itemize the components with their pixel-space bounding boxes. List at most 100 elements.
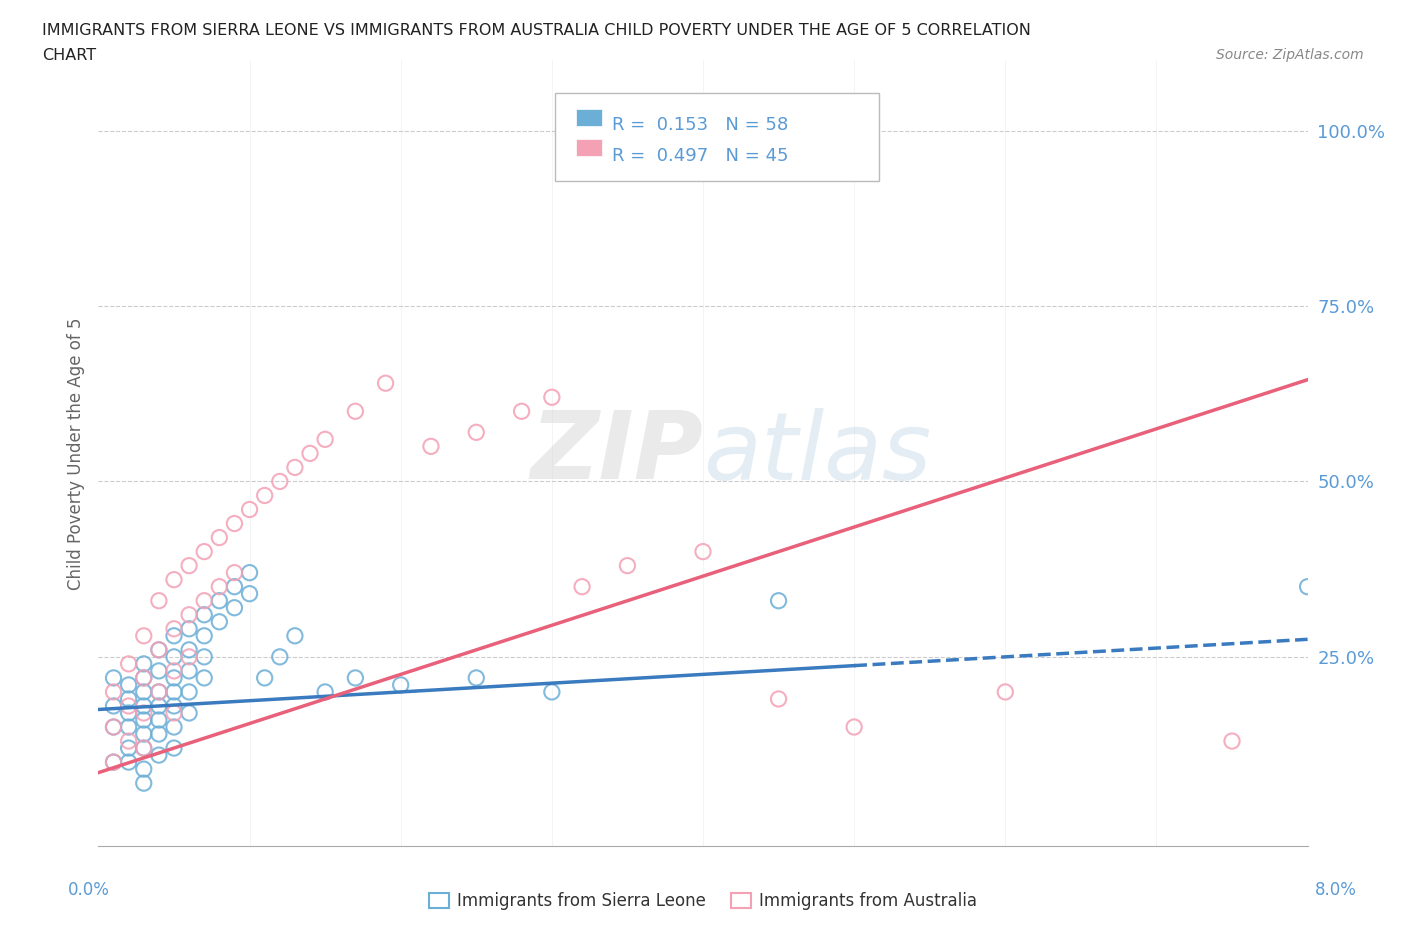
Point bbox=[224, 579, 246, 594]
Point bbox=[132, 762, 155, 777]
Point bbox=[374, 376, 396, 391]
Point bbox=[193, 629, 215, 644]
Point bbox=[179, 663, 201, 678]
Point bbox=[193, 593, 215, 608]
Point bbox=[284, 629, 307, 644]
Point bbox=[148, 684, 170, 699]
Point bbox=[692, 544, 714, 559]
Text: CHART: CHART bbox=[42, 48, 96, 63]
Point bbox=[148, 593, 170, 608]
Text: 0.0%: 0.0% bbox=[67, 881, 110, 898]
Point bbox=[239, 586, 262, 601]
Point bbox=[510, 404, 533, 418]
Text: IMMIGRANTS FROM SIERRA LEONE VS IMMIGRANTS FROM AUSTRALIA CHILD POVERTY UNDER TH: IMMIGRANTS FROM SIERRA LEONE VS IMMIGRAN… bbox=[42, 23, 1031, 38]
Point bbox=[253, 488, 276, 503]
Point bbox=[1296, 579, 1319, 594]
Point bbox=[208, 579, 231, 594]
Point bbox=[163, 671, 186, 685]
Point bbox=[148, 663, 170, 678]
Point bbox=[132, 712, 155, 727]
Point bbox=[132, 740, 155, 755]
Point bbox=[148, 643, 170, 658]
Point bbox=[103, 720, 125, 735]
Point bbox=[148, 698, 170, 713]
Point bbox=[224, 600, 246, 615]
Point bbox=[239, 565, 262, 580]
Point bbox=[844, 720, 866, 735]
Point bbox=[1220, 734, 1243, 749]
Point bbox=[148, 726, 170, 741]
Point bbox=[103, 720, 125, 735]
Point bbox=[768, 692, 790, 707]
Legend: Immigrants from Sierra Leone, Immigrants from Australia: Immigrants from Sierra Leone, Immigrants… bbox=[422, 885, 984, 917]
Point bbox=[103, 698, 125, 713]
Point bbox=[118, 734, 141, 749]
Text: ZIP: ZIP bbox=[530, 407, 703, 499]
Point bbox=[132, 671, 155, 685]
Point bbox=[284, 460, 307, 475]
Point bbox=[269, 474, 291, 489]
Point bbox=[118, 754, 141, 769]
Point bbox=[163, 706, 186, 721]
Point bbox=[465, 671, 488, 685]
Point bbox=[118, 692, 141, 707]
Point bbox=[132, 684, 155, 699]
Point bbox=[132, 657, 155, 671]
Point bbox=[132, 726, 155, 741]
Point bbox=[389, 677, 412, 692]
Point bbox=[465, 425, 488, 440]
Point bbox=[132, 698, 155, 713]
Point bbox=[163, 698, 186, 713]
Text: R =  0.497   N = 45: R = 0.497 N = 45 bbox=[612, 147, 789, 165]
Point bbox=[193, 671, 215, 685]
Point bbox=[540, 390, 562, 405]
Point bbox=[163, 740, 186, 755]
Point bbox=[314, 432, 336, 446]
Text: 8.0%: 8.0% bbox=[1315, 881, 1357, 898]
Point bbox=[148, 712, 170, 727]
Point bbox=[540, 684, 562, 699]
Point bbox=[179, 558, 201, 573]
Point bbox=[118, 740, 141, 755]
Point bbox=[994, 684, 1017, 699]
Point bbox=[118, 706, 141, 721]
Point bbox=[179, 706, 201, 721]
Point bbox=[179, 684, 201, 699]
Point bbox=[193, 607, 215, 622]
Point bbox=[179, 621, 201, 636]
Point bbox=[179, 643, 201, 658]
Point bbox=[269, 649, 291, 664]
Point bbox=[163, 684, 186, 699]
Point bbox=[208, 530, 231, 545]
Text: Source: ZipAtlas.com: Source: ZipAtlas.com bbox=[1216, 48, 1364, 62]
Point bbox=[193, 544, 215, 559]
Point bbox=[132, 629, 155, 644]
Point bbox=[768, 593, 790, 608]
Point bbox=[163, 649, 186, 664]
Point bbox=[163, 621, 186, 636]
Point bbox=[571, 579, 593, 594]
Point bbox=[299, 446, 322, 461]
Point bbox=[132, 740, 155, 755]
Point bbox=[224, 516, 246, 531]
Point bbox=[208, 615, 231, 630]
Point bbox=[148, 684, 170, 699]
Point bbox=[118, 720, 141, 735]
Point bbox=[224, 565, 246, 580]
Point bbox=[132, 706, 155, 721]
Point bbox=[103, 754, 125, 769]
Point bbox=[148, 643, 170, 658]
Point bbox=[179, 649, 201, 664]
Point bbox=[103, 684, 125, 699]
Point bbox=[163, 720, 186, 735]
Point bbox=[118, 677, 141, 692]
Point bbox=[344, 404, 367, 418]
Point bbox=[163, 629, 186, 644]
Point bbox=[239, 502, 262, 517]
Point bbox=[163, 663, 186, 678]
Point bbox=[344, 671, 367, 685]
Point bbox=[132, 671, 155, 685]
Y-axis label: Child Poverty Under the Age of 5: Child Poverty Under the Age of 5 bbox=[66, 317, 84, 590]
Point bbox=[163, 572, 186, 587]
Point bbox=[118, 698, 141, 713]
